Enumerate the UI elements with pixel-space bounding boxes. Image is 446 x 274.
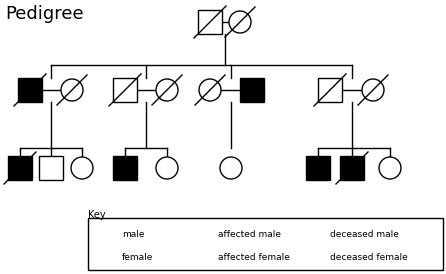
Circle shape (156, 79, 178, 101)
Text: affected female: affected female (218, 253, 290, 261)
Bar (18, 78, 42, 102)
Circle shape (198, 249, 214, 265)
Bar (8, 156, 32, 180)
Bar (113, 78, 137, 102)
Text: Pedigree: Pedigree (5, 5, 84, 23)
Circle shape (71, 157, 93, 179)
Bar (39, 156, 63, 180)
Bar (308, 227, 324, 243)
Text: Key: Key (88, 210, 106, 220)
Circle shape (379, 157, 401, 179)
Text: deceased female: deceased female (330, 253, 408, 261)
Bar (306, 156, 330, 180)
Text: deceased male: deceased male (330, 230, 399, 239)
Bar (102, 227, 118, 243)
Bar (88, 218, 443, 270)
Bar (198, 227, 214, 243)
Circle shape (156, 157, 178, 179)
Circle shape (61, 79, 83, 101)
Bar (240, 78, 264, 102)
Circle shape (229, 11, 251, 33)
Text: female: female (122, 253, 153, 261)
Circle shape (102, 249, 118, 265)
Bar (113, 156, 137, 180)
Circle shape (199, 79, 221, 101)
Bar (318, 78, 342, 102)
Bar (340, 156, 364, 180)
Bar (198, 10, 222, 34)
Circle shape (308, 249, 324, 265)
Text: affected male: affected male (218, 230, 281, 239)
Text: male: male (122, 230, 145, 239)
Circle shape (220, 157, 242, 179)
Circle shape (362, 79, 384, 101)
